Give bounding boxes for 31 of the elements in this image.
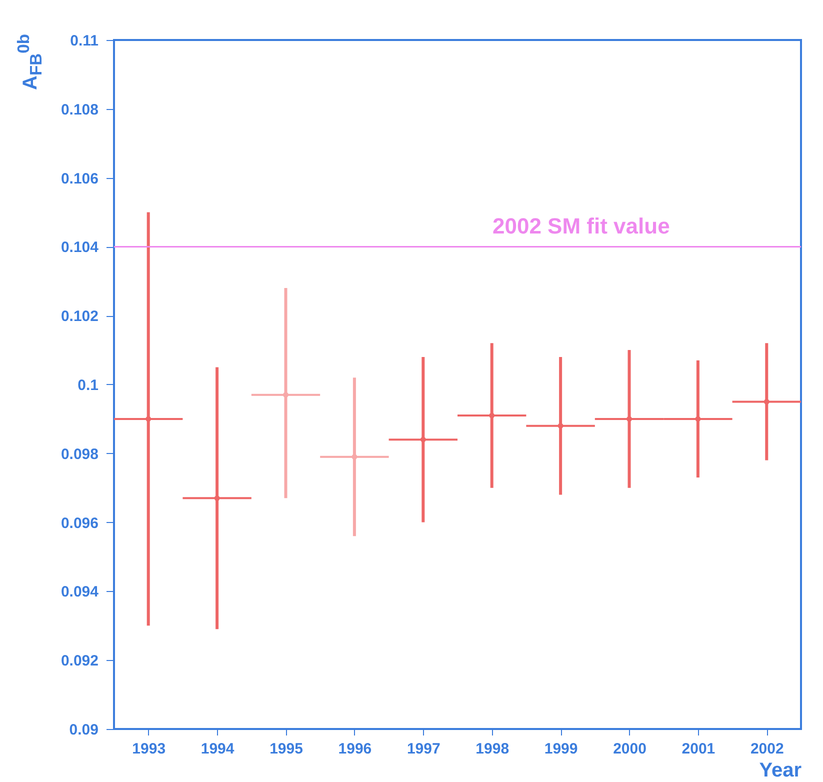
x-tick-label: 2002 [750, 740, 784, 758]
x-tick-label: 1997 [406, 740, 440, 758]
point [558, 423, 564, 429]
x-tick-label: 1996 [338, 740, 372, 758]
point [489, 412, 495, 418]
x-tick-label: 1995 [270, 740, 303, 758]
y-tick-label: 0.096 [60, 514, 98, 532]
x-axis-title: Year [759, 760, 802, 782]
y-tick-label: 0.1 [78, 377, 98, 394]
y-tick-label: 0.106 [60, 170, 98, 188]
y-tick-label: 0.102 [60, 308, 98, 326]
point [420, 436, 426, 442]
y-tick-label: 0.11 [70, 32, 98, 50]
y-tick-label: 0.094 [60, 584, 100, 601]
y-tick-label: 0.108 [60, 101, 98, 118]
y-tick-label: 0.092 [60, 652, 98, 670]
point [146, 416, 152, 422]
x-tick-label: 2001 [682, 740, 716, 758]
x-tick-label: 1999 [544, 740, 578, 758]
x-tick-label: 1994 [200, 740, 235, 758]
y-tick-label: 0.104 [60, 239, 100, 256]
x-tick-label: 1998 [476, 740, 510, 758]
point [626, 416, 632, 422]
x-tick-label: 1993 [132, 740, 166, 758]
ref-line-label: 2002 SM fit value [492, 214, 670, 239]
point [283, 392, 288, 398]
y-tick-label: 0.098 [60, 446, 98, 463]
point [764, 398, 770, 404]
point [695, 416, 701, 422]
y-tick-label: 0.09 [69, 722, 98, 738]
x-tick-label: 2000 [613, 740, 646, 758]
